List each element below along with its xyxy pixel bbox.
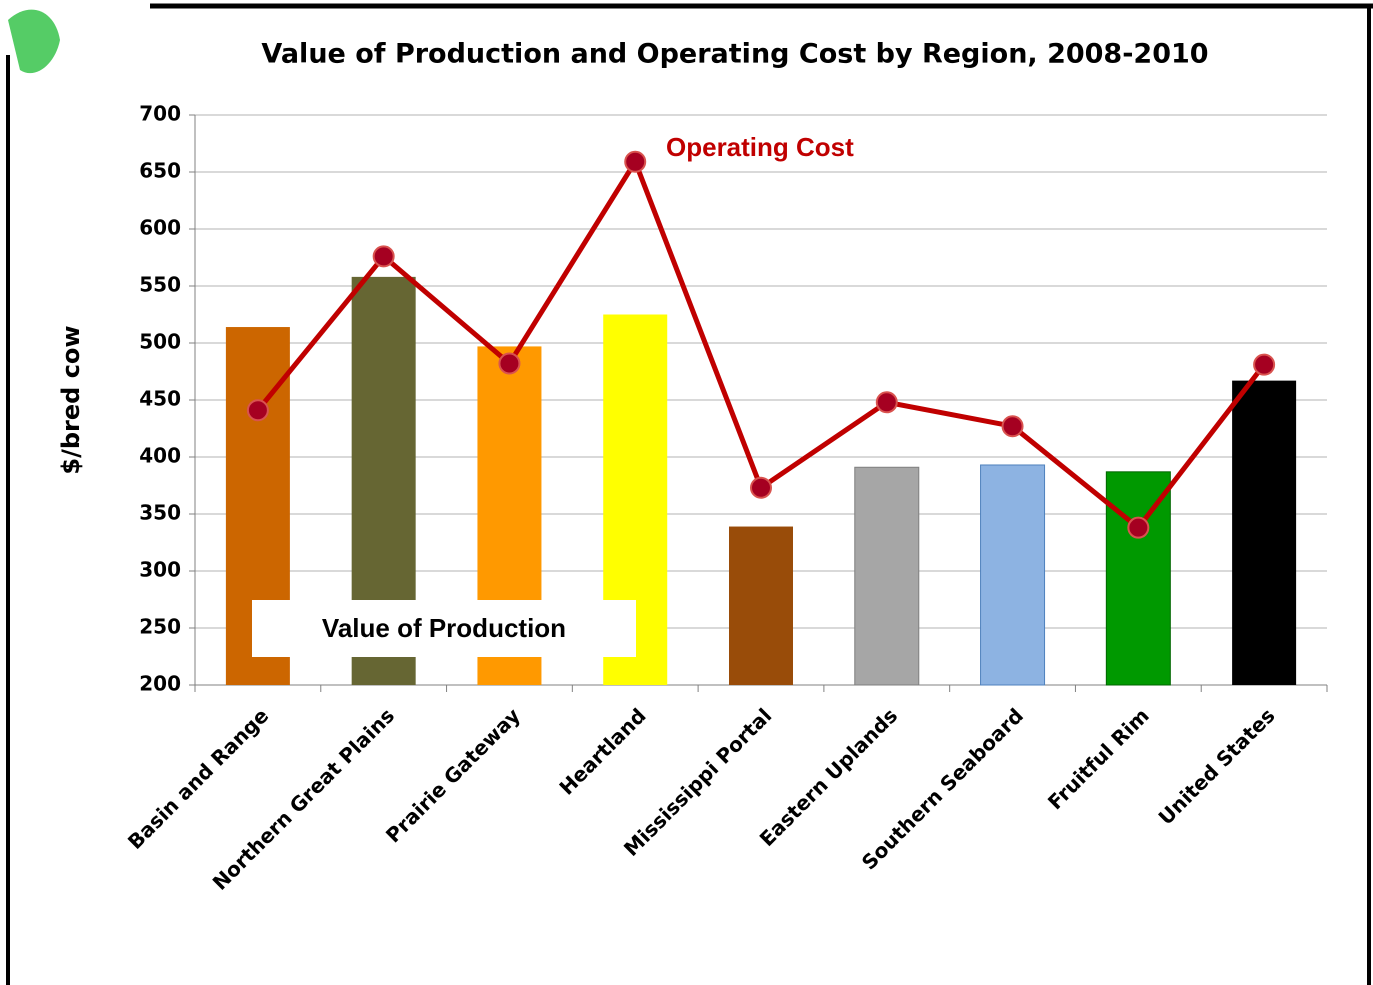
x-tick-label: Fruitful Rim — [1043, 703, 1154, 814]
x-tick-label: Prairie Gateway — [381, 703, 525, 847]
x-tick-label: Heartland — [554, 703, 650, 799]
line-point — [372, 245, 395, 268]
y-tick-label: 250 — [139, 615, 181, 639]
bar — [854, 466, 920, 686]
line-point — [1127, 516, 1150, 539]
line-point — [1001, 415, 1024, 438]
y-tick-label: 400 — [139, 444, 181, 468]
y-tick-label: 300 — [139, 558, 181, 582]
line-point — [1253, 353, 1276, 376]
y-tick-label: 200 — [139, 672, 181, 696]
bar — [729, 526, 793, 685]
line-point — [750, 476, 772, 499]
y-tick-label: 450 — [139, 387, 181, 411]
bar — [980, 464, 1046, 686]
x-tick-label: Basin and Range — [123, 703, 273, 853]
y-tick-label: 600 — [139, 216, 181, 240]
series-label-box — [252, 600, 636, 657]
series-label: Operating Cost — [666, 132, 854, 162]
y-tick-label: 700 — [139, 102, 181, 126]
line-point — [246, 399, 269, 422]
y-tick-label: 500 — [139, 330, 181, 354]
bar — [1105, 471, 1171, 686]
line-point — [498, 352, 521, 375]
bar — [1232, 380, 1297, 685]
y-tick-label: 350 — [139, 501, 181, 525]
series-label: Value of Production — [322, 613, 566, 643]
x-tick-label: United States — [1154, 703, 1280, 829]
y-axis-label: $/bred cow — [57, 325, 85, 474]
x-tick-label: Eastern Uplands — [755, 703, 903, 851]
chart-title: Value of Production and Operating Cost b… — [261, 39, 1208, 70]
logo — [8, 9, 60, 74]
line-point — [624, 150, 647, 173]
y-tick-label: 550 — [139, 273, 181, 297]
line-point — [875, 391, 898, 414]
y-tick-label: 650 — [139, 159, 181, 183]
